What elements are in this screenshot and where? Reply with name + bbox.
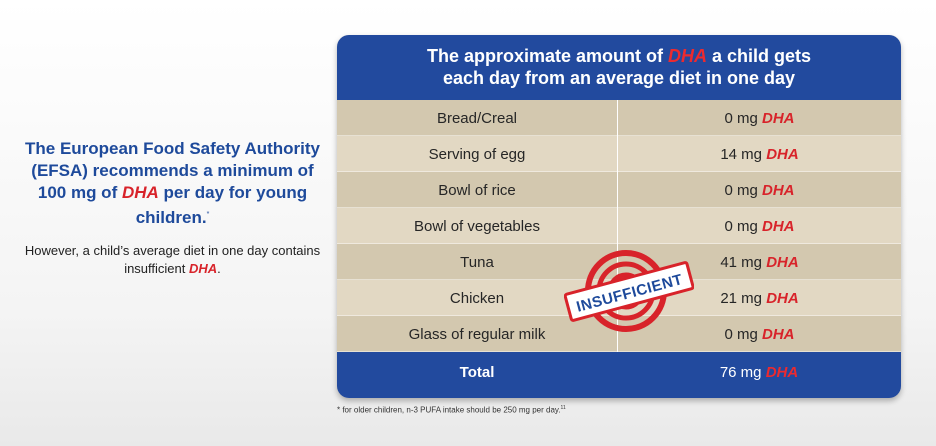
amount-unit: DHA bbox=[762, 217, 795, 235]
amount-cell: 41 mg DHA bbox=[618, 244, 901, 280]
amount-unit: DHA bbox=[766, 253, 799, 271]
amount-unit: DHA bbox=[762, 181, 795, 199]
insufficient-stamp: INSUFFICIENT bbox=[564, 250, 694, 332]
title-text-end: a child gets bbox=[712, 46, 812, 66]
amount-cell: 0 mg DHA bbox=[618, 172, 901, 208]
amount-cell: 21 mg DHA bbox=[618, 280, 901, 316]
table-row: Bread/Creal 0 mg DHA bbox=[337, 100, 901, 136]
amount-unit: DHA bbox=[766, 145, 799, 163]
headline-dha: DHA bbox=[121, 183, 159, 202]
table-title-line1: The approximate amount of DHA a child ge… bbox=[337, 45, 901, 67]
total-amount-cell: 76 mg DHA bbox=[617, 352, 901, 398]
table-row: Glass of regular milk 0 mg DHA bbox=[337, 316, 901, 352]
total-row: Total 76 mg DHA bbox=[337, 352, 901, 398]
total-amount-unit: DHA bbox=[765, 363, 799, 381]
dha-intake-table: The approximate amount of DHA a child ge… bbox=[337, 35, 901, 398]
total-label: Total bbox=[459, 363, 495, 381]
stamp-banner bbox=[564, 261, 694, 322]
food-cell: Bowl of vegetables bbox=[337, 208, 618, 244]
amount-cell: 14 mg DHA bbox=[618, 136, 901, 172]
title-text: The approximate amount of bbox=[426, 46, 663, 66]
recommendation-headline: The European Food Safety Authority (EFSA… bbox=[20, 138, 325, 229]
title-dha: DHA bbox=[668, 46, 707, 66]
amount-unit: DHA bbox=[762, 325, 795, 343]
amount-value: 14 mg bbox=[720, 145, 763, 163]
table-row: Serving of egg 14 mg DHA bbox=[337, 136, 901, 172]
subtext-text: However, a child’s average diet in one d… bbox=[24, 243, 321, 276]
food-cell: Serving of egg bbox=[337, 136, 618, 172]
amount-value: 0 mg bbox=[724, 217, 758, 235]
headline-text: The European Food Safety Authority (EFSA… bbox=[25, 139, 320, 202]
footnote-text: * for older children, n-3 PUFA intake sh… bbox=[337, 405, 561, 415]
amount-value: 41 mg bbox=[720, 253, 763, 271]
table-row: Tuna 41 mg DHA bbox=[337, 244, 901, 280]
footnote: * for older children, n-3 PUFA intake sh… bbox=[337, 405, 566, 415]
amount-unit: DHA bbox=[762, 109, 795, 127]
table-title-line2: each day from an average diet in one day bbox=[442, 68, 796, 88]
subtext-dha: DHA bbox=[189, 261, 218, 276]
amount-cell: 0 mg DHA bbox=[618, 208, 901, 244]
insufficient-note: However, a child’s average diet in one d… bbox=[20, 242, 325, 278]
table-row: Bowl of vegetables 0 mg DHA bbox=[337, 208, 901, 244]
food-cell: Bowl of rice bbox=[337, 172, 618, 208]
amount-value: 0 mg bbox=[724, 181, 758, 199]
amount-value: 0 mg bbox=[724, 325, 758, 343]
amount-unit: DHA bbox=[766, 289, 799, 307]
total-amount-value: 76 mg bbox=[719, 363, 762, 381]
table-row: Bowl of rice 0 mg DHA bbox=[337, 172, 901, 208]
amount-cell: 0 mg DHA bbox=[618, 100, 901, 136]
footnote-ref: 11 bbox=[560, 405, 566, 411]
amount-value: 21 mg bbox=[720, 289, 763, 307]
food-cell: Tuna bbox=[337, 244, 618, 280]
amount-cell: 0 mg DHA bbox=[618, 316, 901, 352]
headline-footnote-mark: * bbox=[206, 211, 210, 218]
headline-text-end: per day for young children. bbox=[135, 183, 308, 227]
food-cell: Bread/Creal bbox=[337, 100, 618, 136]
table-title: The approximate amount of DHA a child ge… bbox=[337, 35, 901, 100]
subtext-end: . bbox=[217, 261, 221, 276]
amount-value: 0 mg bbox=[724, 109, 758, 127]
efsa-recommendation: The European Food Safety Authority (EFSA… bbox=[20, 138, 325, 278]
food-cell: Glass of regular milk bbox=[337, 316, 618, 352]
